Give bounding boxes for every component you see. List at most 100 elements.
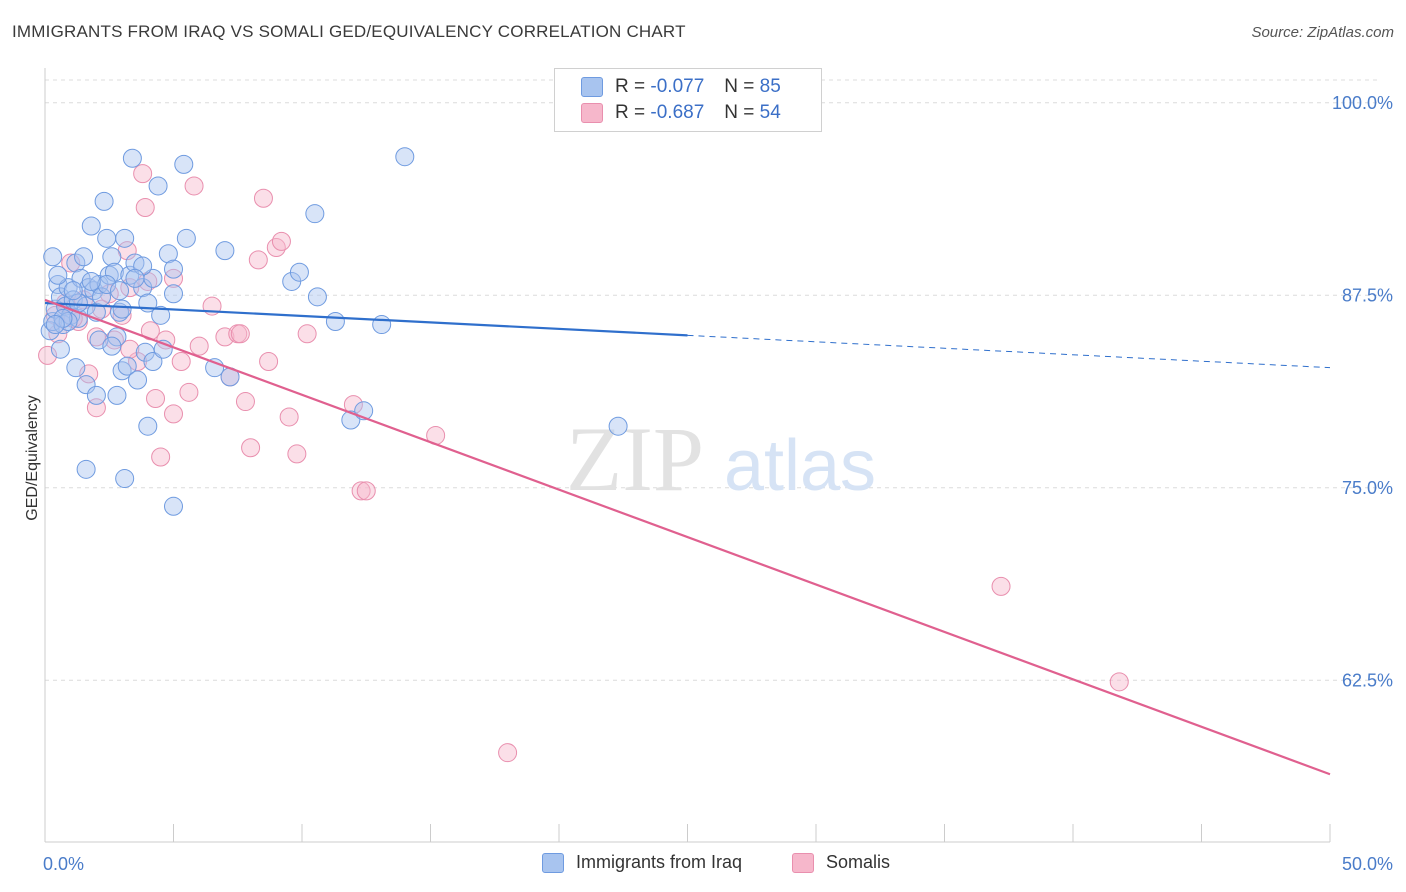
watermark-zip: ZIP	[566, 408, 704, 510]
trend-lines	[44, 298, 1331, 776]
iraq-point	[102, 247, 122, 267]
somali-point	[297, 324, 317, 344]
iraq-point	[164, 496, 183, 516]
iraq-point	[104, 262, 124, 282]
iraq-point	[40, 321, 60, 341]
iraq-point	[76, 459, 96, 479]
bottom-legend-label-iraq: Immigrants from Iraq	[576, 852, 743, 872]
iraq-point	[325, 311, 345, 331]
somali-point	[38, 345, 58, 365]
somali-point	[287, 444, 307, 464]
legend-n-label: N =	[724, 76, 755, 97]
iraq-point	[63, 281, 83, 301]
iraq-point	[117, 356, 137, 376]
axes	[44, 68, 1331, 843]
somali-point	[48, 324, 68, 344]
iraq-point	[45, 315, 65, 335]
bottom-legend-label-somali: Somalis	[826, 852, 891, 872]
somali-point	[61, 253, 81, 273]
iraq-point	[138, 416, 158, 436]
iraq-point	[164, 284, 183, 304]
somali-point	[235, 392, 255, 412]
somali-point	[133, 164, 153, 184]
legend-r-label: R =	[615, 102, 646, 123]
somali-point	[991, 576, 1011, 596]
iraq-point	[115, 228, 135, 248]
somali-point	[498, 743, 518, 763]
iraq-point	[50, 339, 70, 359]
legend-row-iraq: R = -0.077 N = 85	[581, 74, 781, 100]
somali-trend-line	[44, 298, 1331, 776]
iraq-point	[307, 287, 327, 307]
iraq-point	[128, 370, 148, 390]
somali-point	[266, 238, 286, 258]
iraq-point	[125, 253, 145, 273]
somali-point	[356, 481, 376, 501]
iraq-point	[66, 358, 86, 378]
iraq-point	[305, 204, 325, 224]
iraq-point	[215, 241, 235, 261]
bottom-legend-swatch-somali	[792, 852, 814, 873]
iraq-point	[608, 416, 628, 436]
correlation-legend: R = -0.077 N = 85 R = -0.687 N = 54	[554, 68, 822, 132]
y-tick-label: 62.5%	[1342, 670, 1393, 690]
somali-point	[1109, 672, 1129, 692]
iraq-point	[89, 330, 109, 350]
tick-labels: 62.5% 75.0% 87.5% 100.0% 0.0% 50.0%	[43, 93, 1393, 874]
iraq-point	[43, 311, 63, 331]
iraq-point	[151, 305, 171, 325]
iraq-point	[122, 148, 142, 168]
somali-point	[189, 336, 209, 356]
y-tick-label: 75.0%	[1342, 478, 1393, 498]
legend-n-value: 54	[759, 102, 781, 123]
y-tick-label: 87.5%	[1342, 285, 1393, 305]
iraq-point	[56, 296, 76, 316]
iraq-point	[164, 259, 183, 279]
somali-point	[179, 382, 199, 402]
iraq-point	[110, 281, 130, 301]
iraq-trend-line	[44, 301, 688, 337]
iraq-point	[97, 275, 117, 295]
iraq-point	[112, 299, 132, 319]
somali-point	[146, 388, 166, 408]
legend-swatch-iraq	[581, 77, 603, 97]
iraq-point	[58, 311, 78, 331]
iraq-point	[99, 265, 119, 285]
legend-row-somali: R = -0.687 N = 54	[581, 100, 781, 126]
iraq-point	[143, 352, 163, 372]
iraq-point	[97, 228, 117, 248]
iraq-point	[176, 228, 196, 248]
somali-point	[351, 481, 371, 501]
iraq-point	[148, 176, 168, 196]
iraq-point	[102, 336, 122, 356]
iraq-point	[115, 469, 135, 489]
iraq-point	[84, 281, 104, 301]
somali-point	[259, 352, 279, 372]
iraq-point	[158, 244, 178, 264]
iraq-point	[395, 147, 415, 167]
legend-swatch-somali	[581, 103, 603, 123]
somali-point	[120, 339, 140, 359]
somali-point	[138, 271, 158, 291]
somali-point	[184, 176, 204, 196]
somali-point	[156, 330, 176, 350]
gridlines	[45, 79, 1378, 681]
iraq-point	[174, 154, 194, 174]
iraq-point	[81, 216, 101, 236]
iraq-point	[133, 256, 153, 276]
iraq-point	[86, 385, 106, 405]
source-label: Source: ZipAtlas.com	[1251, 24, 1394, 41]
iraq-point	[43, 247, 63, 267]
somali-point	[135, 198, 155, 218]
somali-point	[171, 352, 191, 372]
somali-point	[248, 250, 268, 270]
bottom-legend-iraq: Immigrants from Iraq	[542, 852, 742, 873]
somali-point	[253, 188, 273, 208]
x-tick-label: 0.0%	[43, 854, 84, 874]
somali-point	[86, 327, 106, 347]
iraq-point	[48, 265, 68, 285]
iraq-point	[107, 385, 127, 405]
somali-point	[271, 231, 291, 251]
iraq-point	[372, 315, 392, 335]
